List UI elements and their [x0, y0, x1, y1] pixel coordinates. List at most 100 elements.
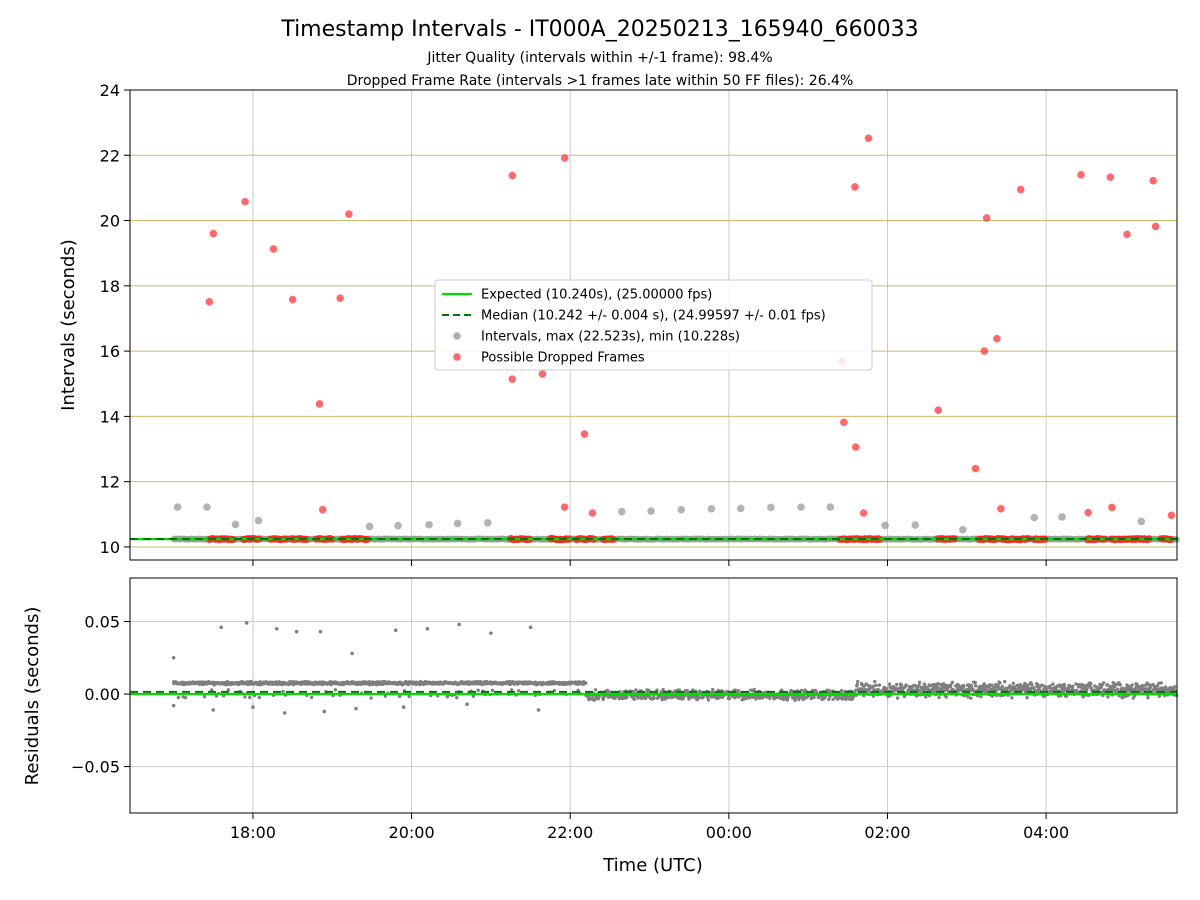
dropped-frame-point [859, 509, 868, 517]
residual-point [969, 683, 974, 688]
residual-point [243, 695, 247, 699]
residual-outlier-point [350, 651, 354, 656]
dropped-frame-point [1151, 222, 1160, 231]
top-ylabel: Intervals (seconds) [58, 239, 79, 411]
residual-point [1105, 683, 1110, 687]
residual-point [1085, 687, 1089, 691]
interval-point [254, 516, 263, 525]
residual-point [949, 683, 953, 687]
residual-point [831, 697, 835, 702]
dropped-frame-point [997, 504, 1005, 513]
residual-point [790, 696, 795, 700]
y-tick-label: 18 [100, 277, 120, 296]
legend: Expected (10.240s), (25.00000 fps) Median… [434, 279, 873, 371]
residual-point [1036, 683, 1040, 687]
residual-point [894, 682, 899, 687]
residual-point [248, 695, 252, 700]
residual-outlier-point [171, 655, 176, 660]
interval-point [677, 505, 686, 514]
residual-point [1062, 682, 1066, 687]
dropped-frame-point [840, 418, 848, 427]
residual-point [936, 686, 941, 690]
residual-outlier-point [465, 702, 469, 707]
residual-point [445, 695, 449, 699]
residual-point [797, 697, 801, 702]
residual-point [990, 683, 994, 687]
x-tick-label: 18:00 [230, 823, 276, 842]
residual-point [1042, 694, 1047, 698]
dropped-frame-point [288, 295, 297, 304]
residual-point [383, 694, 388, 698]
residual-point [973, 684, 978, 688]
dropped-frame-point [336, 294, 344, 303]
residual-point [887, 682, 892, 686]
residual-point [632, 697, 636, 701]
dropped-frame-point [560, 154, 569, 162]
residual-point [490, 688, 495, 693]
residual-point [1030, 682, 1034, 687]
residual-point [874, 683, 878, 688]
residual-point [854, 688, 858, 692]
dropped-frame-point [269, 245, 278, 253]
residual-point [1010, 696, 1014, 700]
residual-point [1106, 695, 1110, 699]
dropped-frame-point [588, 509, 597, 517]
residual-point [855, 679, 860, 684]
residual-point [936, 682, 940, 686]
residual-point [1074, 682, 1078, 686]
residual-point [214, 694, 219, 698]
y-tick-label: 10 [100, 538, 120, 557]
residual-outlier-point [244, 621, 249, 625]
dropped-frame-point [1167, 511, 1176, 520]
residual-point [899, 683, 904, 687]
residual-point [666, 695, 671, 699]
interval-point [881, 521, 889, 530]
dropped-frame-point [345, 210, 353, 218]
residual-point [969, 696, 973, 700]
dropped-frame-point [1077, 171, 1085, 179]
residual-outlier-point [354, 706, 358, 711]
residual-point [618, 690, 622, 694]
residual-outlier-point [219, 625, 224, 630]
residual-point [1089, 681, 1093, 686]
interval-point [231, 520, 240, 529]
dropped-frame-point [580, 430, 589, 438]
interval-point [797, 503, 805, 511]
residual-point [1111, 681, 1115, 685]
residual-point [812, 695, 816, 700]
residual-point [1099, 685, 1104, 689]
residual-point [741, 697, 746, 701]
interval-point [911, 521, 920, 529]
residual-point [873, 679, 877, 684]
residual-point [697, 695, 701, 700]
legend-swatch-marker [453, 332, 461, 340]
legend-label: Expected (10.240s), (25.00000 fps) [481, 288, 712, 303]
residual-outlier-point [401, 705, 406, 709]
y-tick-label: 16 [100, 342, 120, 361]
dropped-frame-point [508, 375, 517, 383]
interval-point [826, 503, 835, 511]
residual-point [661, 688, 665, 692]
dropped-frame-point [864, 134, 873, 143]
residual-outlier-point [457, 622, 461, 627]
y-tick-label: 0.05 [84, 613, 120, 632]
top-axes-frame [129, 89, 1178, 561]
residual-point [407, 694, 411, 699]
residual-point [1003, 679, 1007, 684]
legend-label: Median (10.242 +/- 0.004 s), (24.99597 +… [481, 309, 826, 324]
dropped-frame-point [1084, 508, 1092, 517]
interval-point [647, 507, 655, 515]
interval-point [1137, 517, 1146, 526]
residual-point [471, 694, 476, 698]
legend-label: Intervals, max (22.523s), min (10.228s) [481, 330, 740, 345]
residual-point [962, 684, 966, 689]
residual-outlier-point [318, 629, 323, 634]
residual-outlier-point [251, 705, 255, 709]
y-tick-label: 0.00 [84, 685, 120, 704]
residual-point [809, 696, 813, 701]
residual-point [1159, 681, 1163, 685]
residual-point [727, 696, 732, 701]
dropped-frame-point [851, 443, 860, 451]
residual-outlier-point [528, 625, 533, 630]
residual-point [176, 695, 181, 700]
